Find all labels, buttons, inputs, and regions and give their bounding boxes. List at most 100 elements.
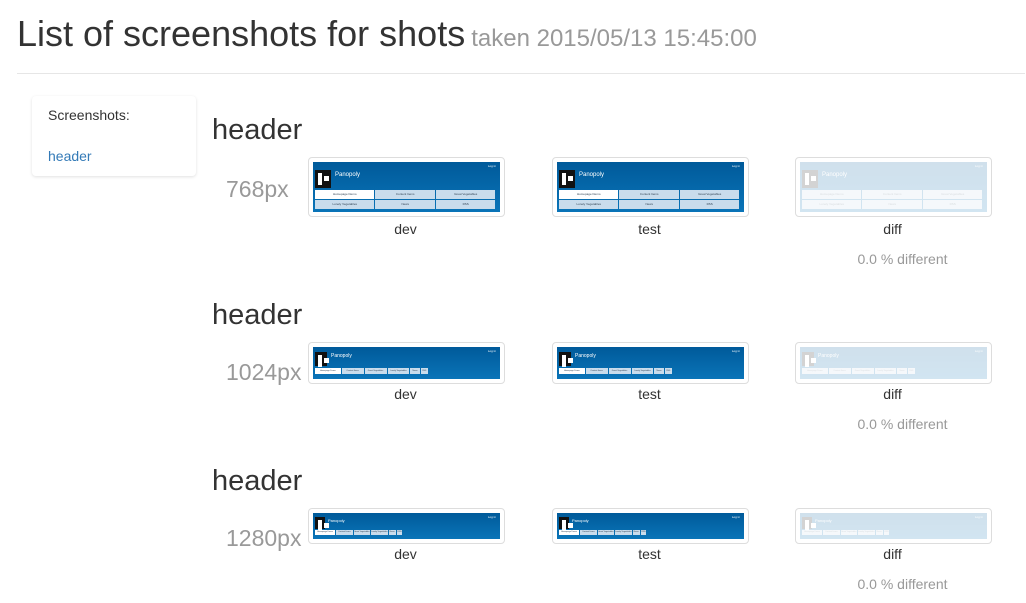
thumbnail-tabs: Homepage Demo Content Items Great Vegeta… [559, 190, 742, 209]
sidebar-title: Screenshots: [48, 107, 130, 123]
test-thumbnail[interactable]: Log in Panopoly Homepage Demo Content It… [552, 157, 749, 217]
thumbnail-tab: Homepage Demo [315, 530, 336, 535]
thumbnail-tab: Content Items [336, 530, 353, 535]
thumbnail-tab: Great Vegetables [608, 368, 631, 374]
diff-percentage: 0.0 % different [857, 251, 948, 267]
thumbnail-tab: Great Vegetables [679, 190, 740, 199]
screenshot-section-1280: header 1280px Log in Panopoly Homepage D… [212, 465, 1012, 600]
page-title: List of screenshots for shots taken 2015/… [17, 13, 757, 54]
logo-icon [559, 517, 573, 532]
thumbnail-tab: News [632, 530, 640, 535]
test-caption: test [638, 546, 661, 562]
dev-thumbnail[interactable]: Log in Panopoly Homepage Demo Content It… [308, 157, 505, 217]
thumbnail-tab: Homepage Demo [559, 530, 580, 535]
diff-thumbnail[interactable]: Log in Panopoly Homepage Demo Content It… [795, 508, 992, 544]
diff-thumbnail[interactable]: Log in Panopoly Homepage Demo Content It… [795, 157, 992, 217]
dev-thumbnail[interactable]: Log in Panopoly Homepage Demo Content It… [308, 508, 505, 544]
thumbnail-brand: Panopoly [822, 172, 848, 178]
thumbnail-tab: News [410, 368, 420, 374]
thumbnail-image: Log in Panopoly Homepage Demo Content It… [800, 347, 987, 379]
thumbnail-tabs: Homepage Demo Content Items Great Vegeta… [315, 368, 498, 374]
thumbnail-login: Log in [974, 349, 983, 353]
thumbnail-brand: Panopoly [815, 518, 832, 523]
test-thumbnail[interactable]: Log in Panopoly Homepage Demo Content It… [552, 508, 749, 544]
thumbnail-tab: RSS [907, 368, 915, 374]
thumbnail-tab: Homepage Demo [802, 368, 828, 374]
thumbnail-tab: Content Items [341, 368, 364, 374]
thumbnail-tab: Lonely Vegetables [631, 368, 654, 374]
thumbnail-tab: Great Vegetables [353, 530, 371, 535]
page-title-text: List of screenshots for shots [17, 13, 466, 54]
thumbnail-tab: News [875, 530, 883, 535]
thumbnail-tab: Content Items [619, 190, 679, 199]
width-label: 768px [226, 176, 289, 202]
logo-icon [315, 352, 329, 367]
thumbnail-tab: RSS [420, 368, 428, 374]
dev-caption: dev [394, 386, 417, 402]
diff-percentage: 0.0 % different [857, 576, 948, 592]
thumbnail-tab: Content Items [585, 368, 608, 374]
thumbnail-image: Log in Panopoly Homepage Demo Content It… [557, 347, 744, 379]
thumbnail-image: Log in Panopoly Homepage Demo Content It… [800, 162, 987, 212]
diff-caption: diff [883, 546, 902, 562]
thumbnail-login: Log in [731, 515, 740, 519]
thumbnail-tab: News [654, 368, 664, 374]
thumbnail-tab: Homepage Demo [559, 368, 585, 374]
thumbnail-image: Log in Panopoly Homepage Demo Content It… [313, 513, 500, 539]
dev-caption: dev [394, 221, 417, 237]
width-label: 1280px [226, 525, 302, 551]
logo-icon [802, 170, 818, 188]
logo-icon [559, 352, 573, 367]
thumbnail-brand: Panopoly [818, 353, 839, 359]
thumbnail-tab: Homepage Demo [559, 190, 619, 199]
thumbnail-login: Log in [487, 349, 496, 353]
thumbnail-tab: Lonely Vegetables [315, 200, 375, 209]
diff-thumbnail[interactable]: Log in Panopoly Homepage Demo Content It… [795, 342, 992, 384]
thumbnail-login: Log in [731, 164, 740, 168]
thumbnail-tab: RSS [922, 200, 983, 209]
thumbnail-tab: Homepage Demo [315, 190, 375, 199]
logo-icon [802, 352, 816, 367]
thumbnail-tab: Content Items [862, 190, 922, 199]
thumbnail-image: Log in Panopoly Homepage Demo Content It… [557, 513, 744, 539]
thumbnail-tab: RSS [396, 530, 403, 535]
thumbnail-tab: Content Items [828, 368, 851, 374]
thumbnail-tab: RSS [679, 200, 740, 209]
thumbnail-tab: Content Items [580, 530, 597, 535]
diff-percentage: 0.0 % different [857, 416, 948, 432]
thumbnail-image: Log in Panopoly Homepage Demo Content It… [557, 162, 744, 212]
sidebar-link-header[interactable]: header [48, 148, 92, 164]
thumbnail-tab: Lonely Vegetables [802, 200, 862, 209]
thumbnail-tab: RSS [664, 368, 672, 374]
thumbnail-login: Log in [974, 164, 983, 168]
diff-caption: diff [883, 386, 902, 402]
screenshot-section-768: header 768px Log in Panopoly Homepage De… [212, 114, 1012, 274]
thumbnail-image: Log in Panopoly Homepage Demo Content It… [313, 347, 500, 379]
thumbnail-tab: Great Vegetables [435, 190, 496, 199]
thumbnail-tab: Great Vegetables [840, 530, 858, 535]
section-title: header [212, 114, 303, 146]
screenshot-section-1024: header 1024px Log in Panopoly Homepage D… [212, 299, 1012, 439]
thumbnail-tab: Lonely Vegetables [858, 530, 875, 535]
thumbnail-tab: News [862, 200, 922, 209]
thumbnail-tab: Lonely Vegetables [615, 530, 632, 535]
thumbnail-tab: Content Items [823, 530, 840, 535]
dev-thumbnail[interactable]: Log in Panopoly Homepage Demo Content It… [308, 342, 505, 384]
thumbnail-tab: Content Items [375, 190, 435, 199]
sidebar: Screenshots: header [32, 96, 196, 176]
test-caption: test [638, 386, 661, 402]
thumbnail-tab: Lonely Vegetables [874, 368, 897, 374]
thumbnail-tabs: Homepage Demo Content Items Great Vegeta… [802, 368, 985, 374]
test-thumbnail[interactable]: Log in Panopoly Homepage Demo Content It… [552, 342, 749, 384]
thumbnail-brand: Panopoly [328, 518, 345, 523]
width-label: 1024px [226, 359, 302, 385]
page-header: List of screenshots for shots taken 2015/… [17, 14, 1025, 74]
thumbnail-brand: Panopoly [335, 172, 361, 178]
thumbnail-tab: Homepage Demo [315, 368, 341, 374]
section-title: header [212, 299, 303, 331]
thumbnail-brand: Panopoly [331, 353, 352, 359]
thumbnail-tabs: Homepage Demo Content Items Great Vegeta… [559, 530, 742, 535]
thumbnail-tab: Great Vegetables [922, 190, 983, 199]
logo-icon [802, 517, 816, 532]
thumbnail-tab: Lonely Vegetables [387, 368, 410, 374]
